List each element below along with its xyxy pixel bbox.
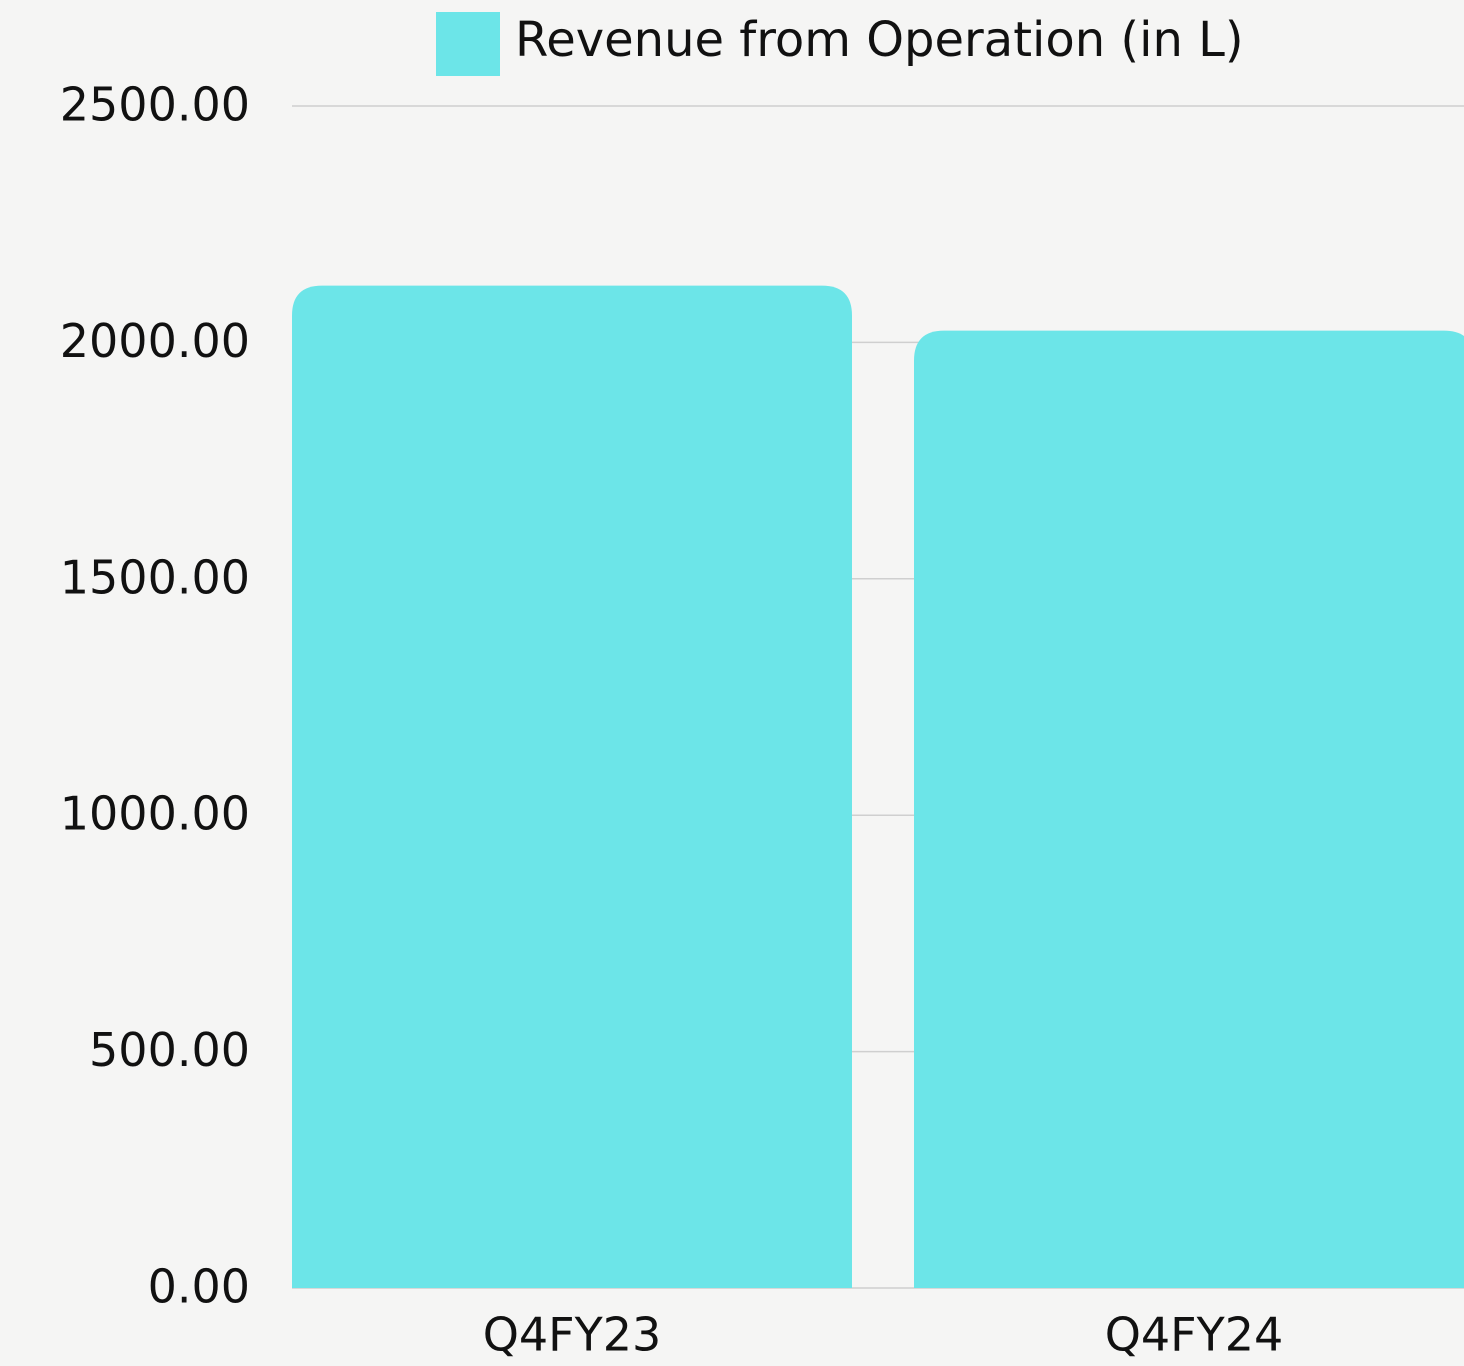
bar	[292, 285, 852, 1288]
y-tick-label: 500.00	[89, 1023, 250, 1077]
legend-swatch	[436, 12, 500, 76]
bar	[914, 330, 1464, 1288]
legend-label: Revenue from Operation (in L)	[515, 12, 1244, 68]
y-tick-label: 0.00	[148, 1260, 250, 1314]
y-tick-label: 2000.00	[60, 314, 250, 368]
x-tick-label: Q4FY24	[1105, 1308, 1284, 1362]
y-tick-label: 1000.00	[60, 787, 250, 841]
x-tick-label: Q4FY23	[483, 1308, 662, 1362]
y-tick-label: 1500.00	[60, 550, 250, 604]
y-tick-label: 2500.00	[60, 78, 250, 132]
